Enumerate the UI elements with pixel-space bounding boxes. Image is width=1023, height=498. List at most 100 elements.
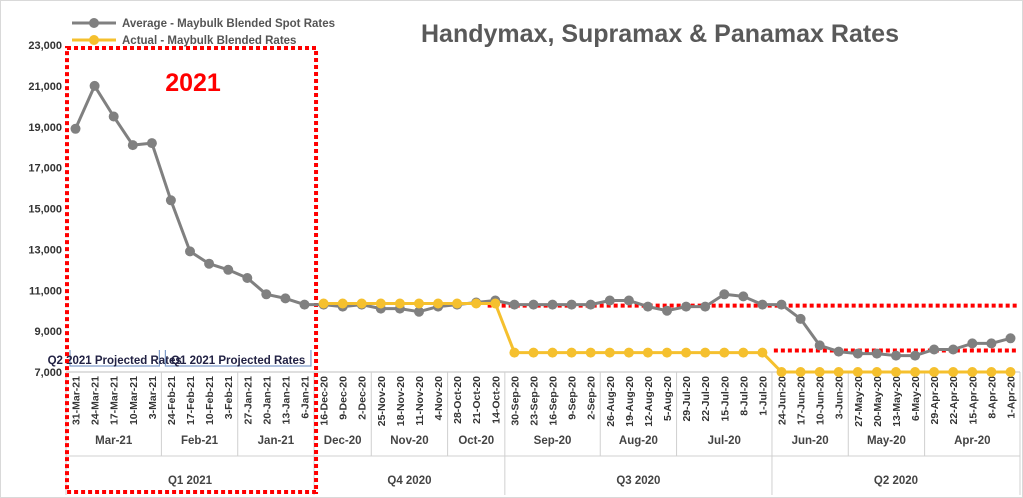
month-label: May-20	[867, 435, 906, 447]
quarter-label: Q4 2020	[387, 475, 431, 487]
quarter-label: Q2 2020	[874, 475, 918, 487]
data-point-actual	[433, 298, 444, 309]
x-tick-label: 10-Mar-21	[128, 376, 140, 425]
x-tick-label: 24-Feb-21	[166, 376, 178, 425]
data-point-average	[833, 346, 844, 357]
y-tick-label: 19,000	[28, 122, 62, 134]
data-point-average	[700, 301, 711, 312]
quarter-label: Q3 2020	[616, 475, 660, 487]
data-point-actual	[986, 367, 997, 377]
data-point-actual	[795, 367, 806, 377]
x-tick-label: 15-Apr-20	[967, 376, 979, 425]
x-tick-label: 3-Feb-21	[223, 376, 235, 419]
x-tick-label: 20-May-20	[872, 376, 884, 427]
month-label: Apr-20	[954, 435, 990, 447]
data-point-average	[814, 340, 825, 351]
x-tick-label: 29-Jul-20	[681, 376, 693, 422]
x-tick-label: 25-Nov-20	[376, 376, 388, 426]
projection-bracket	[164, 350, 312, 367]
data-point-average	[967, 338, 978, 349]
x-tick-label: 23-Sep-20	[528, 376, 540, 426]
data-point-average	[127, 140, 138, 151]
x-tick-label: 27-May-20	[853, 376, 865, 427]
x-tick-label: 19-Aug-20	[624, 376, 636, 427]
data-point-average	[757, 299, 768, 310]
month-label: Dec-20	[324, 435, 362, 447]
x-tick-label: 27-Jan-21	[242, 376, 254, 425]
data-point-average	[261, 289, 272, 300]
x-tick-label: 5-Aug-20	[662, 376, 674, 421]
data-point-actual	[662, 347, 672, 358]
x-tick-label: 10-Feb-21	[204, 376, 216, 425]
month-label: Feb-21	[181, 435, 219, 447]
x-tick-label: 8-Jul-20	[738, 376, 750, 416]
data-point-actual	[891, 367, 901, 377]
x-tick-label: 1-Apr-20	[1005, 376, 1017, 419]
x-tick-label: 16-Dec-20	[319, 376, 331, 426]
category-groups-layer: Mar-21 Feb-21 Jan-21 Dec-20 Nov-20 Oct-20 Sep-…	[65, 372, 1021, 495]
data-point-actual	[452, 298, 463, 309]
month-label: Aug-20	[619, 435, 658, 447]
data-point-actual	[547, 347, 558, 358]
data-point-average	[891, 350, 901, 361]
data-point-average	[70, 123, 81, 134]
x-tick-label: 24-Jun-20	[777, 376, 789, 425]
legend: Average - Maybulk Blended Spot Rates Actu…	[72, 18, 335, 47]
y-tick-label: 15,000	[28, 204, 62, 216]
data-point-actual	[337, 298, 348, 309]
data-point-actual	[566, 347, 577, 358]
data-point-actual	[585, 347, 596, 358]
x-tick-label: 28-Oct-20	[452, 376, 464, 424]
data-point-average	[185, 246, 195, 257]
chart-title: Handymax, Supramax & Panamax Rates	[421, 20, 899, 48]
x-tick-label: 2-Sep-20	[586, 376, 598, 420]
data-point-actual	[394, 298, 405, 309]
y-tick-label: 23,000	[28, 40, 62, 52]
data-point-actual	[871, 367, 882, 377]
x-tick-label: 16-Sep-20	[548, 376, 560, 426]
legend-label: Actual - Maybulk Blended Rates	[122, 35, 296, 47]
data-point-actual	[776, 367, 787, 377]
data-point-actual	[852, 367, 863, 377]
x-tick-label: 29-Apr-20	[929, 376, 941, 425]
data-point-average	[910, 350, 921, 361]
data-point-actual	[1005, 367, 1016, 377]
month-label: Oct-20	[458, 435, 494, 447]
data-point-average	[948, 344, 959, 355]
y-tick-label: 11,000	[29, 285, 62, 297]
data-point-average	[871, 348, 882, 359]
x-tick-label: 9-Sep-20	[567, 376, 579, 420]
year-label: 2021	[165, 69, 221, 97]
data-point-actual	[414, 298, 424, 309]
data-point-average	[719, 289, 730, 300]
data-point-average	[547, 299, 558, 310]
data-point-average	[929, 344, 940, 355]
data-point-actual	[967, 367, 978, 377]
x-tick-label: 9-Dec-20	[338, 376, 350, 420]
data-point-actual	[833, 367, 844, 377]
projection-label: Q2 2021 Projected Rates	[48, 355, 182, 367]
month-label: Jun-20	[792, 435, 829, 447]
x-tick-label: 11-Nov-20	[414, 376, 426, 426]
data-point-average	[585, 299, 596, 310]
data-point-average	[852, 348, 863, 359]
data-point-average	[204, 258, 215, 269]
data-point-actual	[738, 347, 749, 358]
x-tick-label: 17-Feb-21	[185, 376, 197, 425]
data-point-average	[223, 264, 234, 275]
data-point-actual	[642, 347, 653, 358]
data-point-actual	[471, 298, 482, 309]
data-point-average	[681, 301, 692, 312]
x-tick-label: 13-Jan-21	[280, 376, 292, 425]
data-point-actual	[681, 347, 692, 358]
x-tick-label: 22-Apr-20	[948, 376, 960, 425]
data-point-actual	[814, 367, 825, 377]
series-layer	[70, 80, 1016, 377]
data-point-average	[776, 299, 787, 310]
x-tick-label: 10-Jun-20	[815, 376, 827, 425]
data-point-average	[604, 295, 615, 306]
y-tick-label: 9,000	[34, 326, 62, 338]
data-point-actual	[509, 347, 520, 358]
